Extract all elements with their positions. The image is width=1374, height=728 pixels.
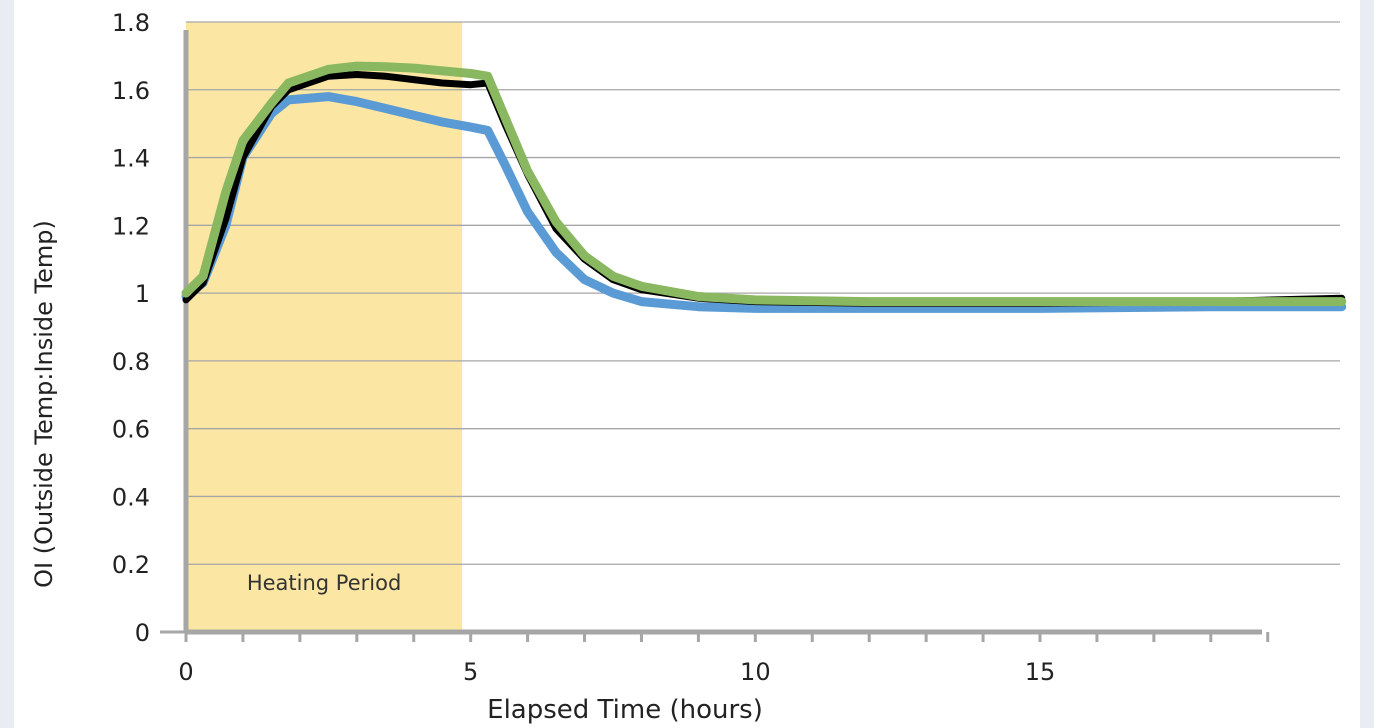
x-axis-title: Elapsed Time (hours) <box>487 695 763 725</box>
y-axis-title: OI (Outside Temp:Inside Temp) <box>30 220 58 588</box>
y-tick-label: 0 <box>135 619 150 647</box>
series-line-3 <box>181 61 1347 307</box>
y-tick-label: 1.2 <box>112 212 150 240</box>
heating-period-band: Heating Period <box>186 22 463 632</box>
y-tick-label: 0.6 <box>112 416 150 444</box>
y-tick-label: 1.4 <box>112 145 150 173</box>
y-tick-label: 0.2 <box>112 551 150 579</box>
y-tick-label: 1 <box>135 280 150 308</box>
axis-labels: 0 0.2 0.4 0.6 0.8 1 1.2 1.4 1.6 1.8 0 5 10 15 Elapsed … <box>30 9 1055 725</box>
gridlines <box>186 21 1340 565</box>
y-tick-label: 0.4 <box>112 483 150 511</box>
series-lines <box>181 61 1347 313</box>
axes <box>160 30 1270 642</box>
heating-period-band-rect <box>186 22 463 632</box>
x-tick-label: 0 <box>178 658 193 686</box>
x-tick-label: 5 <box>463 658 478 686</box>
y-tick-label: 0.8 <box>112 348 150 376</box>
y-tick-label: 1.8 <box>112 9 150 37</box>
x-tick-label: 10 <box>740 658 771 686</box>
y-tick-label: 1.6 <box>112 77 150 105</box>
x-tick-label: 15 <box>1025 658 1056 686</box>
heating-period-label: Heating Period <box>247 571 401 595</box>
